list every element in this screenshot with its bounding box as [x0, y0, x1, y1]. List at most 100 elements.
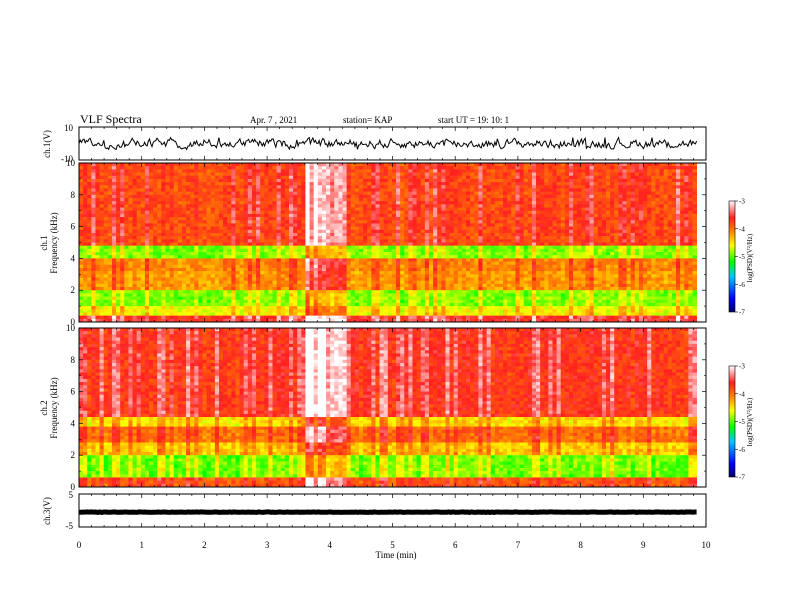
spectrogram-cell [103, 229, 109, 234]
spectrogram-cell [79, 207, 84, 212]
spectrogram-cell [494, 188, 500, 193]
spectrogram-cell [453, 223, 459, 227]
spectrogram-cell [326, 188, 331, 193]
spectrogram-cell [667, 194, 673, 199]
spectrogram-cell [515, 255, 520, 259]
spectrogram-cell [408, 185, 413, 189]
spectrogram-cell [593, 252, 599, 256]
spectrogram-cell [564, 166, 570, 170]
spectrogram-cell [470, 172, 475, 177]
spectrogram-cell [573, 258, 578, 262]
spectrogram-cell [601, 182, 607, 186]
spectrogram-cell [301, 248, 306, 253]
spectrogram-cell [589, 185, 595, 189]
spectrogram-cell [169, 239, 175, 243]
spectrogram-cell [288, 223, 294, 227]
spectrogram-cell [91, 178, 96, 183]
spectrogram-cell [634, 245, 640, 250]
spectrogram-cell [148, 201, 154, 205]
spectrogram-cell [474, 242, 479, 247]
spectrogram-cell [243, 194, 249, 199]
spectrogram-cell [375, 217, 380, 221]
spectrogram-cell [301, 191, 306, 196]
spectrogram-cell [330, 261, 335, 266]
spectrogram-cell [634, 223, 640, 227]
spectrogram-cell [260, 207, 265, 212]
spectrogram-cell [334, 236, 339, 240]
spectrogram-cell [585, 232, 590, 237]
spectrogram-cell [544, 213, 549, 218]
spectrogram-cell [239, 185, 245, 189]
spectrogram-cell [527, 188, 533, 193]
spectrogram-cell [288, 252, 294, 256]
spectrogram-cell [461, 261, 467, 266]
spectrogram-cell [321, 175, 327, 180]
spectrogram-cell [630, 207, 636, 212]
spectrogram-cell [239, 220, 245, 224]
spectrogram-cell [120, 178, 125, 183]
spectrogram-cell [601, 236, 607, 240]
spectrogram-cell [99, 252, 105, 256]
spectrogram-cell [659, 178, 665, 183]
spectrogram-cell [441, 166, 446, 170]
spectrogram-cell [375, 252, 380, 256]
spectrogram-cell [223, 197, 228, 202]
spectrogram-cell [272, 178, 278, 183]
spectrogram-cell [593, 191, 599, 196]
spectrogram-cell [309, 239, 315, 243]
spectrogram-cell [227, 178, 232, 183]
spectrogram-cell [581, 210, 586, 215]
spectrogram-cell [284, 213, 290, 218]
spectrogram-cell [181, 207, 187, 212]
spectrogram-cell [540, 166, 545, 170]
spectrogram-cell [486, 242, 492, 247]
spectrogram-cell [568, 245, 574, 250]
spectrogram-cell [560, 182, 566, 186]
spectrogram-cell [573, 191, 578, 196]
spectrogram-cell [379, 207, 385, 212]
spectrogram-cell [363, 248, 368, 253]
spectrogram-cell [169, 264, 175, 269]
spectrogram-cell [503, 232, 508, 237]
spectrogram-cell [276, 172, 282, 177]
spectrogram-cell [99, 191, 105, 196]
spectrogram-cell [568, 220, 574, 224]
spectrogram-cell [223, 252, 228, 256]
spectrogram-cell [540, 245, 545, 250]
spectrogram-cell [317, 201, 323, 205]
spectrogram-cell [412, 252, 418, 256]
spectrogram-cell [79, 182, 84, 186]
spectrogram-cell [140, 213, 146, 218]
spectrogram-cell [358, 207, 364, 212]
spectrogram-cell [638, 188, 644, 193]
spectrogram-cell [622, 236, 627, 240]
spectrogram-cell [161, 226, 166, 231]
spectrogram-cell [198, 245, 203, 250]
spectrogram-cell [288, 182, 294, 186]
spectrogram-cell [494, 207, 500, 212]
spectrogram-cell [165, 223, 170, 227]
spectrogram-cell [404, 255, 409, 259]
spectrogram-cell [284, 172, 290, 177]
spectrogram-cell [177, 229, 183, 234]
spectrogram-cell [568, 166, 574, 170]
spectrogram-cell [651, 204, 656, 208]
spectrogram-cell [214, 166, 220, 170]
spectrogram-cell [470, 175, 475, 180]
spectrogram-cell [433, 217, 438, 221]
spectrogram-cell [428, 172, 434, 177]
spectrogram-cell [313, 185, 319, 189]
spectrogram-cell [153, 207, 158, 212]
spectrogram-cell [441, 163, 446, 167]
spectrogram-cell [214, 261, 220, 266]
spectrogram-cell [577, 207, 582, 212]
spectrogram-cell [416, 252, 422, 256]
spectrogram-cell [400, 264, 405, 269]
spectrogram-cell [634, 204, 640, 208]
spectrogram-cell [91, 252, 96, 256]
spectrogram-cell [680, 245, 685, 250]
spectrogram-cell [424, 248, 430, 253]
spectrogram-cell [416, 172, 422, 177]
spectrogram-cell [264, 175, 269, 180]
spectrogram-cell [272, 229, 278, 234]
